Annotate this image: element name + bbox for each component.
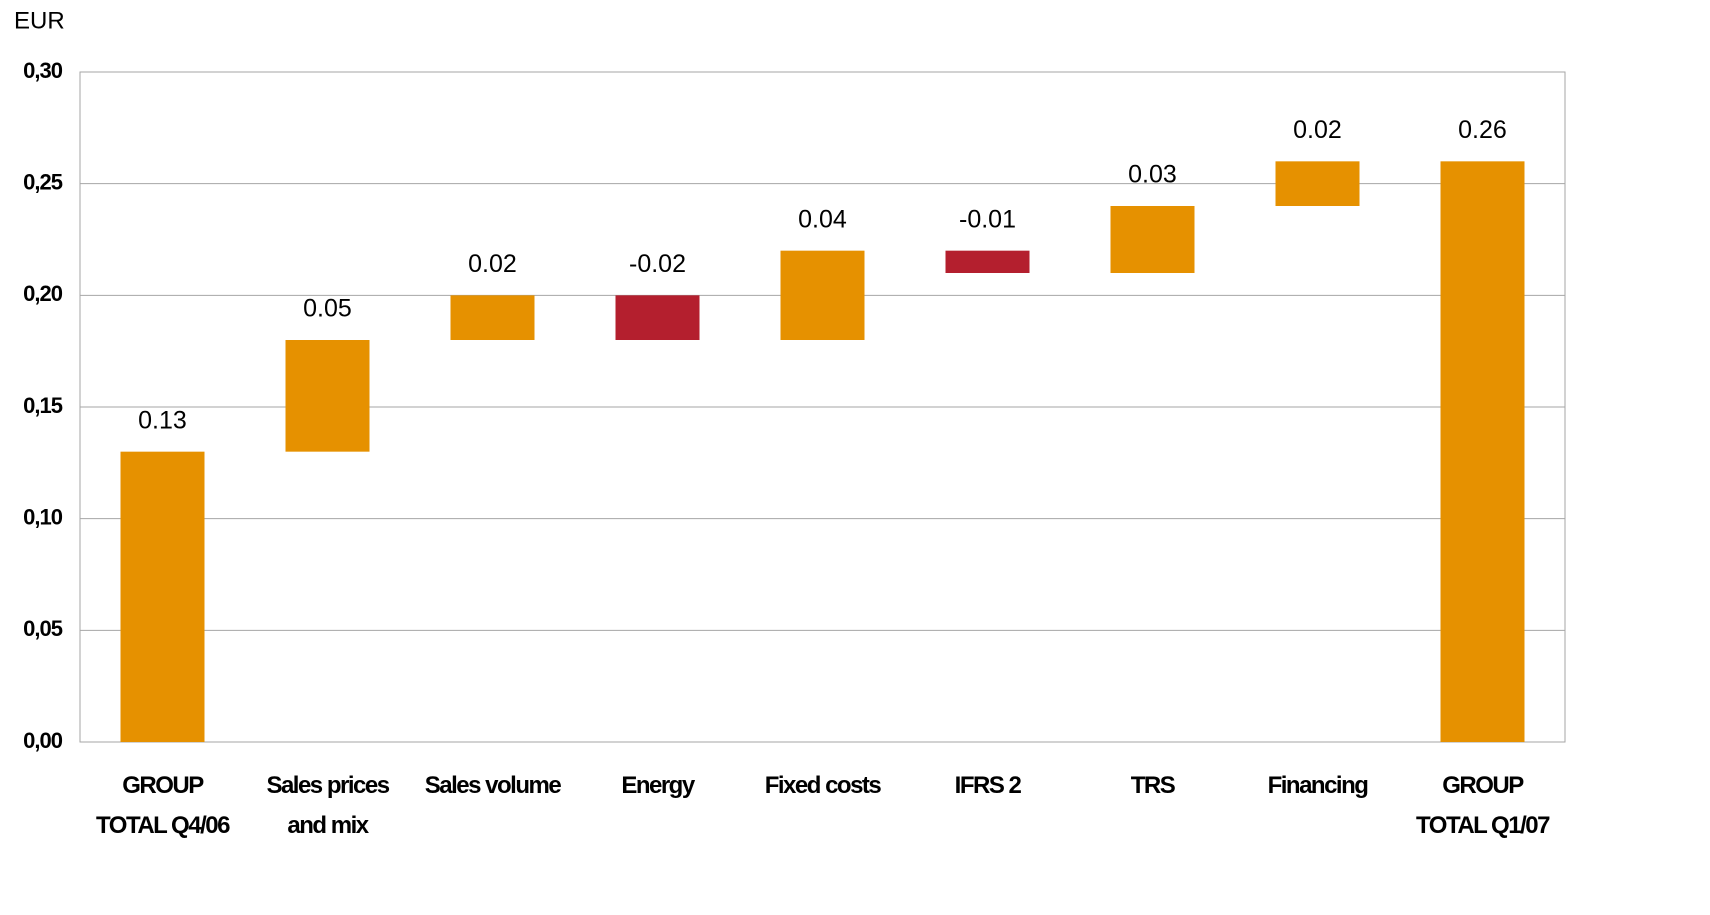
- x-tick-label: Energy: [621, 772, 695, 799]
- bar: [1275, 161, 1360, 206]
- y-axis-label: EUR: [14, 7, 65, 34]
- bar: [450, 295, 535, 340]
- bar: [945, 250, 1030, 273]
- bar: [1440, 161, 1525, 743]
- x-tick-label: TRS: [1130, 772, 1176, 799]
- y-tick-label: 0,00: [23, 728, 63, 753]
- x-tick-label: Sales prices and mix: [266, 772, 390, 839]
- value-label: 0.03: [1128, 161, 1177, 189]
- x-tick-label: Financing: [1267, 772, 1369, 799]
- value-label: 0.02: [468, 250, 517, 278]
- value-label: -0.02: [629, 250, 686, 278]
- value-label: -0.01: [959, 205, 1016, 233]
- value-label: 0.13: [138, 406, 187, 434]
- y-tick-label: 0,10: [23, 504, 63, 529]
- y-tick-label: 0,25: [23, 169, 63, 194]
- y-tick-label: 0,30: [23, 58, 63, 83]
- x-tick-label: GROUP TOTAL Q4/06: [96, 772, 230, 839]
- y-tick-label: 0,05: [23, 616, 63, 641]
- bar: [285, 340, 370, 452]
- bar: [1110, 206, 1195, 273]
- value-label: 0.04: [798, 205, 847, 233]
- value-label: 0.05: [303, 295, 352, 323]
- x-tick-label: IFRS 2: [954, 772, 1022, 799]
- x-tick-label: GROUP TOTAL Q1/07: [1416, 772, 1550, 839]
- bar: [120, 451, 205, 742]
- y-tick-label: 0,20: [23, 281, 63, 306]
- value-label: 0.26: [1458, 116, 1507, 144]
- y-tick-label: 0,15: [23, 393, 63, 418]
- x-tick-label: Sales volume: [424, 772, 562, 799]
- bar: [780, 250, 865, 340]
- value-label: 0.02: [1293, 116, 1342, 144]
- x-tick-label: Fixed costs: [764, 772, 882, 799]
- bar: [615, 295, 700, 340]
- plot-border: [79, 71, 1566, 743]
